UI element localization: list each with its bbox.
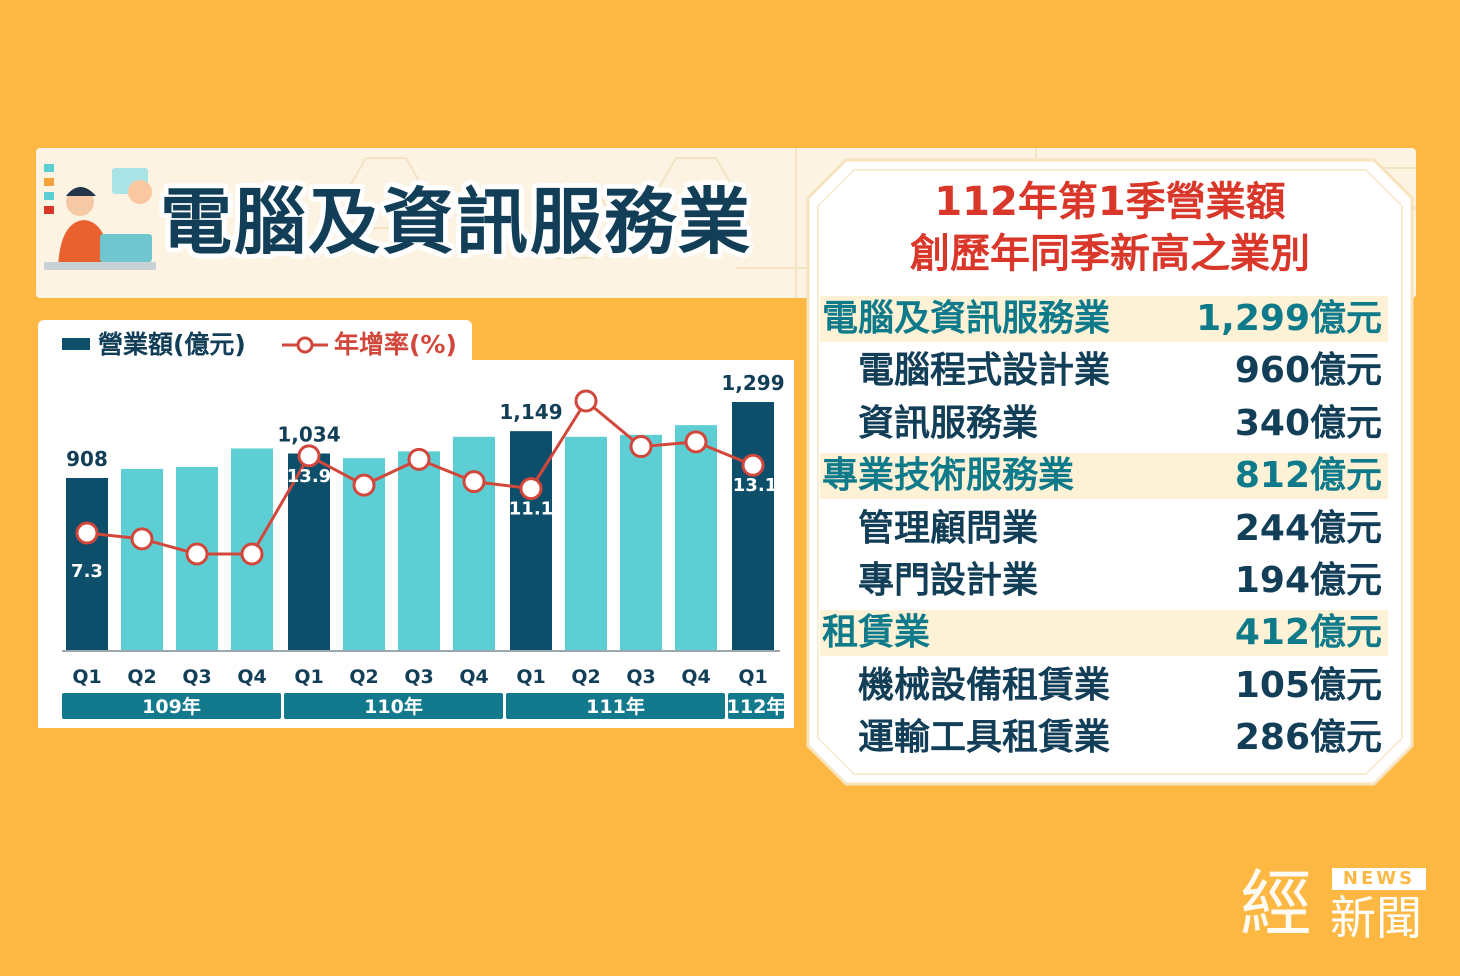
bar: [121, 468, 163, 650]
subcategory-row: 管理顧問業 244億元: [820, 506, 1388, 552]
row-value: 105億元: [1234, 664, 1382, 706]
growth-point: [462, 470, 486, 494]
x-tick-label: Q1: [516, 666, 545, 688]
bar: [453, 436, 495, 650]
legend-bar-swatch: [62, 338, 90, 350]
year-band: [62, 693, 281, 719]
year-band-label: 110年: [364, 695, 423, 718]
bar-value-label: 1,149: [499, 400, 562, 424]
x-tick-label: Q2: [127, 666, 156, 688]
x-tick-label: Q4: [459, 666, 488, 688]
row-value: 286億元: [1234, 717, 1382, 759]
x-tick-label: Q1: [72, 666, 101, 688]
x-tick-label: Q2: [571, 666, 600, 688]
worker-illustration-icon: [44, 164, 156, 270]
row-value: 1,299億元: [1196, 298, 1382, 339]
row-name: 機械設備租賃業: [858, 664, 1111, 706]
growth-point: [574, 389, 598, 413]
year-band-label: 109年: [142, 695, 201, 718]
panel-title-line2: 創歷年同季新高之業別: [910, 231, 1310, 277]
row-value: 412億元: [1234, 612, 1382, 654]
growth-point: [185, 542, 209, 566]
x-tick-label: Q1: [738, 666, 767, 688]
bar: [288, 453, 330, 650]
legend-tab: [38, 320, 472, 364]
growth-point: [407, 447, 431, 471]
growth-value-label: 11.1: [509, 499, 553, 520]
row-value: 194億元: [1234, 560, 1382, 601]
year-band-label: 111年: [586, 695, 645, 718]
row-name: 電腦及資訊服務業: [822, 298, 1111, 339]
bar: [565, 436, 607, 650]
row-name: 資訊服務業: [858, 402, 1039, 444]
category-row: 專業技術服務業 812億元: [820, 453, 1388, 500]
growth-point: [297, 444, 321, 468]
row-name: 電腦程式設計業: [858, 350, 1111, 392]
subcategory-row: 機械設備租賃業 105億元: [820, 663, 1388, 709]
legend-bar-label: 營業額(億元): [98, 330, 246, 359]
bar: [732, 402, 774, 650]
row-value: 340億元: [1234, 402, 1382, 444]
x-tick-label: Q4: [237, 666, 266, 688]
row-name: 租賃業: [822, 612, 931, 654]
row-value: 244億元: [1234, 507, 1382, 549]
row-value: 812億元: [1234, 455, 1382, 497]
growth-point: [629, 435, 653, 459]
category-row: 電腦及資訊服務業 1,299億元: [820, 296, 1388, 342]
year-band-label: 112年: [727, 695, 786, 718]
x-tick-label: Q3: [404, 666, 433, 688]
growth-value-label: 13.1: [733, 475, 777, 496]
growth-point: [352, 473, 376, 497]
subcategory-row: 專門設計業 194億元: [820, 558, 1388, 604]
panel-title-line1: 112年第1季營業額: [934, 179, 1286, 225]
subcategory-row: 資訊服務業 340億元: [820, 401, 1388, 447]
bar: [620, 434, 662, 650]
x-tick-label: Q4: [681, 666, 710, 688]
year-band: [506, 693, 725, 719]
x-tick-label: Q3: [182, 666, 211, 688]
growth-point: [741, 453, 765, 477]
legend-line-label: 年增率(%): [334, 330, 457, 359]
page-title: 電腦及資訊服務業: [160, 180, 753, 264]
logo-small-text: 新聞: [1330, 891, 1422, 945]
legend-line-swatch: [282, 336, 328, 354]
row-name: 專業技術服務業: [822, 455, 1075, 497]
row-name: 管理顧問業: [858, 507, 1039, 549]
bar: [398, 451, 440, 650]
growth-point: [519, 477, 543, 501]
logo-big-char: 經: [1240, 862, 1313, 946]
subcategory-row: 運輸工具租賃業 286億元: [820, 715, 1388, 761]
subcategory-row: 電腦程式設計業 960億元: [820, 348, 1388, 394]
news-logo: 經 NEWS 新聞: [1240, 862, 1430, 946]
growth-value-label: 7.3: [71, 561, 103, 582]
bar-value-label: 1,034: [277, 423, 340, 447]
bar: [66, 478, 108, 650]
growth-value-label: 13.9: [287, 466, 331, 487]
category-row: 租賃業 412億元: [820, 610, 1388, 657]
row-value: 960億元: [1234, 350, 1382, 392]
growth-point: [684, 430, 708, 454]
row-name: 運輸工具租賃業: [858, 717, 1111, 759]
bar: [675, 425, 717, 650]
year-band: [284, 693, 503, 719]
year-band: [728, 693, 784, 719]
x-tick-label: Q1: [294, 666, 323, 688]
logo-news-badge: NEWS: [1332, 868, 1426, 890]
bar-value-label: 1,299: [721, 371, 784, 395]
growth-point: [75, 521, 99, 545]
x-tick-label: Q3: [626, 666, 655, 688]
bar-value-label: 908: [66, 447, 108, 471]
growth-point: [240, 542, 264, 566]
growth-point: [130, 527, 154, 551]
row-name: 專門設計業: [858, 560, 1039, 601]
x-tick-label: Q2: [349, 666, 378, 688]
